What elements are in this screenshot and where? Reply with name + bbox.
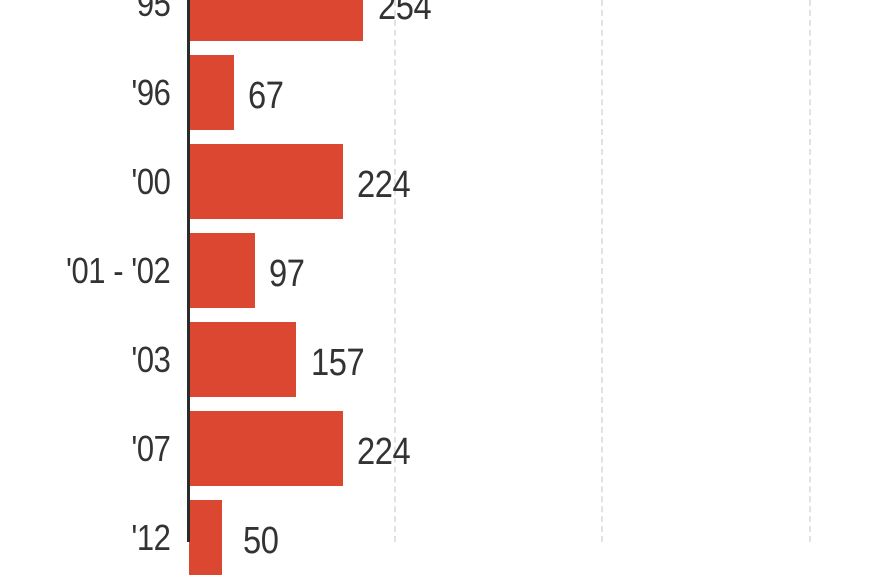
bar <box>189 233 255 308</box>
category-label: '01 - '02 <box>65 250 171 291</box>
category-label: '96 <box>130 72 170 113</box>
bar-row: '95 254 <box>0 0 880 41</box>
value-label: 254 <box>378 0 432 28</box>
gridline-600 <box>601 0 603 542</box>
bar-row: '12 50 <box>0 500 880 575</box>
value-label: 224 <box>357 431 411 473</box>
bar-row: '00 224 <box>0 144 880 219</box>
category-label: '12 <box>130 517 170 558</box>
value-label: 97 <box>269 253 305 295</box>
bar <box>189 411 343 486</box>
value-label: 157 <box>311 342 365 384</box>
gridline-300 <box>394 0 396 542</box>
bar-row: '01 - '02 97 <box>0 233 880 308</box>
bar <box>189 55 234 130</box>
category-label: '07 <box>130 428 170 469</box>
bar <box>189 322 296 397</box>
category-label: '00 <box>130 161 170 202</box>
gridline-900 <box>809 0 811 542</box>
bar-row: '07 224 <box>0 411 880 486</box>
bar <box>189 144 343 219</box>
value-label: 224 <box>357 164 411 206</box>
bar <box>189 0 363 41</box>
y-axis-line <box>187 0 190 542</box>
bar-row: '03 157 <box>0 322 880 397</box>
value-label: 67 <box>248 75 284 117</box>
bar-row: '96 67 <box>0 55 880 130</box>
category-label: '03 <box>130 339 170 380</box>
category-label: '95 <box>130 0 170 24</box>
bar <box>189 500 222 575</box>
